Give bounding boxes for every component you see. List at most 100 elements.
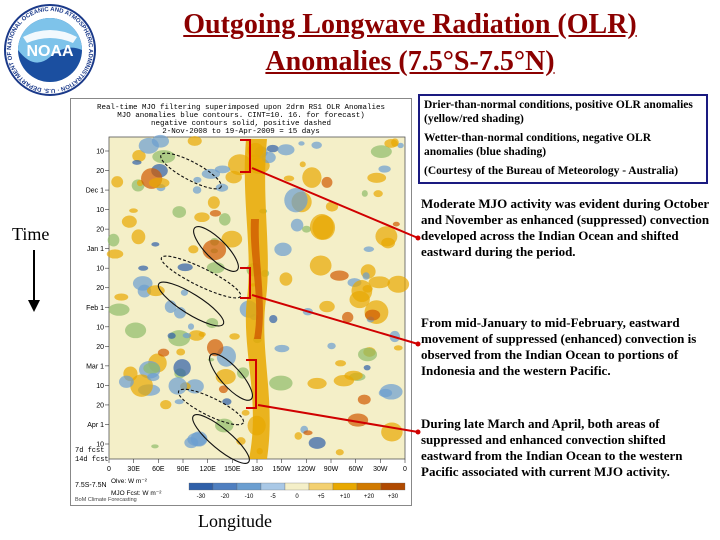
colorbar-tick: +5 bbox=[318, 494, 326, 500]
plot-header-2: MJO anomalies blue contours. CINT=10. 16… bbox=[117, 112, 365, 120]
noaa-logo: NOAA NATIONAL OCEANIC AND ATMOSPHERIC AD… bbox=[3, 3, 96, 96]
legend-dry: Drier-than-normal conditions, positive O… bbox=[424, 99, 693, 125]
colorbar-tick: +10 bbox=[340, 494, 351, 500]
anomaly-blob bbox=[379, 384, 403, 400]
anomaly-blob bbox=[301, 225, 312, 233]
anomaly-blob bbox=[132, 160, 142, 165]
anomaly-blob bbox=[187, 136, 202, 146]
anomaly-blob bbox=[342, 311, 354, 323]
anomaly-blob bbox=[299, 161, 306, 168]
legend-credit: (Courtesy of the Bureau of Meteorology -… bbox=[424, 165, 679, 177]
anomaly-blob bbox=[221, 230, 243, 248]
x-tick-label: 120E bbox=[199, 466, 216, 473]
y-tick-label: 10 bbox=[96, 383, 104, 390]
colorbar-swatch bbox=[212, 482, 238, 491]
title-line2: Anomalies (7.5°S-7.5°N) bbox=[265, 46, 555, 77]
plot-header-1: Real-time MJO filtering superimposed upo… bbox=[97, 104, 385, 112]
x-ticks: 0 30E 60E 90E 120E 150E 180 150W 120W 90W 60W 30W 0 bbox=[107, 459, 407, 473]
anomaly-blob bbox=[330, 270, 349, 281]
anomaly-blob bbox=[325, 201, 339, 212]
anomaly-blob bbox=[327, 342, 336, 350]
anomaly-blob bbox=[106, 249, 124, 259]
y-tick-label: 20 bbox=[96, 285, 104, 292]
hovmoller-svg: Real-time MJO filtering superimposed upo… bbox=[75, 104, 410, 503]
mjo-contour bbox=[192, 414, 250, 464]
anomaly-blob bbox=[274, 242, 292, 257]
anomaly-blob bbox=[176, 348, 186, 356]
y-tick-label: 20 bbox=[96, 402, 104, 409]
anomaly-blob bbox=[184, 437, 199, 449]
y-tick-label: Apr 1 bbox=[87, 422, 104, 429]
anomaly-blob bbox=[321, 176, 333, 188]
plot-credit: BoM Climate Forecasting bbox=[75, 497, 137, 503]
anomaly-blob bbox=[335, 449, 344, 456]
x-tick-label: 90W bbox=[324, 466, 339, 473]
y-tick-label: 10 bbox=[96, 207, 104, 214]
anomaly-blob bbox=[108, 303, 130, 316]
anomaly-blob bbox=[309, 213, 334, 240]
y-tick-label: 10 bbox=[96, 442, 104, 449]
anomaly-blob bbox=[236, 367, 250, 379]
anomaly-blob bbox=[236, 437, 246, 445]
colorbar-swatch bbox=[308, 482, 334, 491]
anomaly-blob bbox=[279, 272, 293, 286]
y-tick-label: 20 bbox=[96, 344, 104, 351]
colorbar-label-obs: Olve: W m⁻² bbox=[111, 478, 148, 485]
anomaly-blob bbox=[266, 144, 279, 153]
anomaly-blob bbox=[148, 177, 170, 189]
anomaly-blob bbox=[160, 400, 172, 410]
longitude-label: Longitude bbox=[198, 511, 272, 531]
anomaly-blob bbox=[118, 375, 134, 388]
anomaly-blob bbox=[177, 263, 193, 272]
anomaly-blob bbox=[218, 385, 228, 394]
anomaly-blob bbox=[182, 332, 192, 339]
anomaly-blob bbox=[206, 339, 224, 357]
x-tick-label: 150E bbox=[224, 466, 241, 473]
mjo-contour bbox=[157, 281, 225, 327]
anomaly-blob bbox=[188, 245, 199, 254]
colorbar-tick: 0 bbox=[295, 494, 299, 500]
y-tick-label: 10 bbox=[96, 266, 104, 273]
y-tick-label: Dec 1 bbox=[86, 188, 104, 195]
down-arrow-icon bbox=[28, 250, 40, 312]
colorbar: -30 -20 -10 -5 0 +5 +10 +20 +30 bbox=[188, 482, 406, 500]
anomaly-blob bbox=[393, 345, 403, 351]
anomaly-blob bbox=[172, 206, 187, 218]
anomaly-blob bbox=[269, 375, 293, 391]
anomaly-blob bbox=[125, 322, 147, 339]
anomaly-blob bbox=[378, 165, 391, 173]
x-tick-label: 180 bbox=[251, 466, 263, 473]
anomaly-blob bbox=[146, 285, 165, 297]
mjo-contours bbox=[157, 152, 253, 464]
anomaly-blob bbox=[201, 168, 221, 179]
anomaly-blob bbox=[194, 212, 210, 223]
anomaly-blob bbox=[384, 139, 398, 148]
anomaly-blob bbox=[373, 190, 383, 198]
anomaly-blob bbox=[218, 213, 231, 226]
anomaly-blob bbox=[107, 233, 120, 247]
anomaly-blob bbox=[130, 374, 153, 397]
anomaly-blob bbox=[121, 215, 137, 228]
colorbar-swatch bbox=[284, 482, 310, 491]
colorbar-tick: +30 bbox=[388, 494, 399, 500]
mjo-contour bbox=[193, 226, 239, 272]
anomaly-blob bbox=[335, 360, 347, 367]
x-tick-label: 150W bbox=[273, 466, 292, 473]
x-tick-label: 30W bbox=[373, 466, 388, 473]
x-tick-label: 60W bbox=[348, 466, 363, 473]
anomaly-blob bbox=[129, 208, 138, 213]
anomaly-blob bbox=[370, 145, 392, 158]
anomaly-blob bbox=[303, 430, 313, 436]
anomaly-blob bbox=[241, 409, 250, 416]
anomaly-blob bbox=[152, 150, 176, 164]
anomaly-blob bbox=[347, 413, 369, 427]
anomaly-blob bbox=[188, 330, 205, 341]
anomaly-blob bbox=[173, 359, 191, 377]
anomaly-blob bbox=[308, 437, 326, 449]
fcst-label-7d: 7d fcst bbox=[75, 447, 104, 455]
anomaly-blob bbox=[283, 175, 295, 182]
anomaly-blob bbox=[363, 246, 375, 252]
anomaly-blob bbox=[174, 399, 184, 405]
anomaly-blob bbox=[206, 262, 225, 274]
anomaly-blob bbox=[193, 176, 202, 183]
